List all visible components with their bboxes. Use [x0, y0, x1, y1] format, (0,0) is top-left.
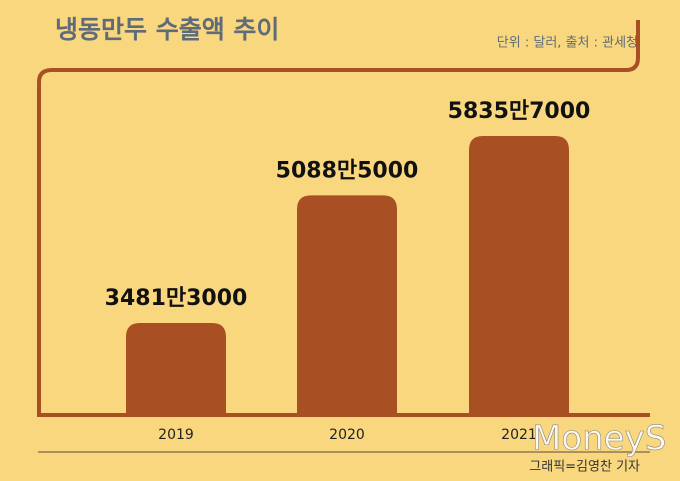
chart-title: 냉동만두 수출액 추이: [55, 15, 279, 44]
watermark: MoneyS: [532, 419, 666, 459]
value-label: 3481만3000: [105, 286, 248, 311]
bar: [126, 323, 226, 415]
value-label: 5835만7000: [448, 99, 591, 124]
chart-subtitle: 단위 : 달러, 출처 : 관세청: [497, 36, 638, 51]
credit: 그래픽=김영찬 기자: [529, 460, 640, 475]
x-tick-label: 2019: [158, 427, 194, 443]
bar: [469, 136, 569, 415]
x-tick-label: 2021: [501, 427, 537, 443]
frame: [37, 20, 640, 415]
x-tick-label: 2020: [329, 427, 365, 443]
bar: [297, 195, 397, 415]
value-label: 5088만5000: [276, 158, 419, 183]
